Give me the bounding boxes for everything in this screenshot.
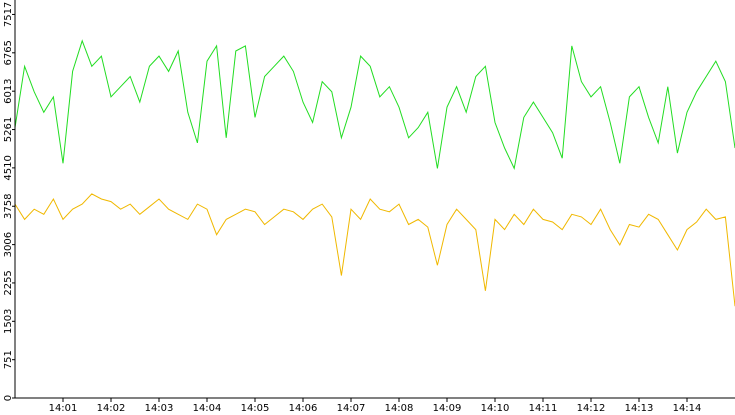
y-tick-label: 3006 <box>3 232 14 257</box>
y-tick-label: 6013 <box>3 78 14 103</box>
x-tick-label: 14:09 <box>433 403 462 414</box>
y-tick-label: 6765 <box>3 40 14 65</box>
series-line <box>14 39 735 171</box>
x-tick-label: 14:07 <box>337 403 366 414</box>
x-tick-label: 14:05 <box>241 403 270 414</box>
x-tick-label: 14:02 <box>97 403 126 414</box>
y-tick-label: 4510 <box>3 155 14 180</box>
y-tick-label: 7517 <box>3 2 14 27</box>
x-tick-label: 14:13 <box>625 403 654 414</box>
y-tick-label: 1503 <box>3 309 14 334</box>
y-tick-label: 2255 <box>3 270 14 295</box>
y-tick-label: 5261 <box>3 117 14 142</box>
x-tick-label: 14:03 <box>145 403 174 414</box>
x-tick-label: 14:04 <box>193 403 222 414</box>
y-tick-label: 751 <box>3 350 14 369</box>
x-tick-label: 14:11 <box>529 403 558 414</box>
x-tick-label: 14:14 <box>673 403 702 414</box>
x-tick-label: 14:10 <box>481 403 510 414</box>
y-tick-label: 0 <box>3 395 14 401</box>
x-tick-label: 14:06 <box>289 403 318 414</box>
series-line <box>14 193 735 307</box>
x-tick-label: 14:01 <box>49 403 78 414</box>
y-tick-label: 3758 <box>3 194 14 219</box>
x-tick-label: 14:12 <box>577 403 606 414</box>
x-tick-label: 14:08 <box>385 403 414 414</box>
